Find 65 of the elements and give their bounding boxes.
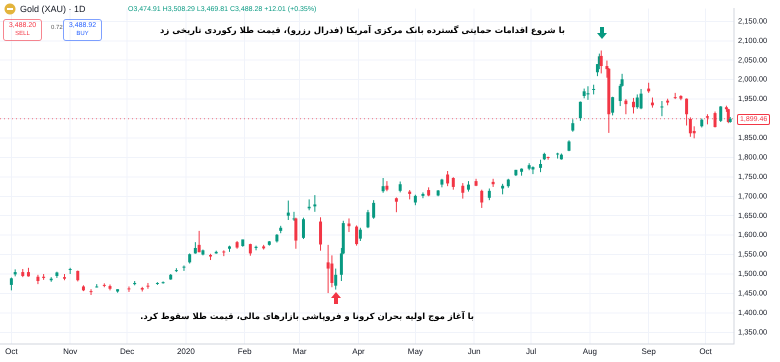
candlestick (286, 200, 290, 220)
candlestick (414, 194, 417, 206)
candlestick (461, 182, 464, 200)
candlestick (358, 227, 362, 242)
candlestick (198, 230, 201, 253)
annotation: با آغاز موج اولیه بحران کرونا و فروپاشی بازارهای مالی، قیمت طلا سقوط کرد. (140, 312, 474, 322)
x-tick-label: Dec (120, 347, 134, 356)
candlestick (319, 216, 322, 252)
candlestick (586, 86, 590, 100)
x-tick-label: Jun (468, 347, 481, 356)
annotation: با شروع اقدامات حمایتی گسترده بانک مرکزی آمریکا (فدرال رزرو)، قیمت طلا رکوردی تاریخی زد (160, 26, 565, 36)
candlestick (334, 268, 338, 290)
candlestick (600, 50, 603, 74)
candlestick (501, 183, 504, 195)
x-tick-label: May (408, 347, 423, 356)
x-tick-label: Nov (63, 347, 78, 356)
candlestick (382, 178, 385, 194)
candlestick (10, 277, 13, 291)
candlestick (372, 200, 376, 220)
candlestick (408, 190, 412, 200)
candlestick (294, 217, 298, 250)
candlestick (326, 244, 330, 294)
candlestick (36, 274, 40, 285)
candlestick (571, 118, 574, 132)
x-tick-label: Oct (699, 347, 713, 356)
candlestick (611, 96, 614, 116)
candlestick (640, 88, 643, 110)
x-tick-label: Oct (5, 347, 18, 356)
candlestick (539, 159, 542, 173)
candlestick (660, 100, 664, 117)
candlestick (347, 218, 350, 233)
candlestick (480, 189, 484, 208)
candlestick (308, 198, 311, 211)
candlestick (194, 242, 197, 254)
candlestick (394, 196, 398, 213)
candlestick (302, 217, 305, 240)
candlestick (636, 94, 639, 110)
x-tick-label: Feb (238, 347, 252, 356)
candlestick (313, 194, 316, 212)
chart-title: Gold (XAU) · 1D (20, 4, 86, 14)
x-tick-label: 2020 (176, 347, 196, 356)
candlestick (592, 84, 596, 95)
candlestick (624, 98, 628, 115)
candlestick (76, 270, 80, 282)
candlestick (330, 254, 334, 288)
x-tick-label: Aug (582, 347, 597, 356)
candlestick (647, 82, 650, 94)
candlestick (466, 180, 470, 192)
candlestick (188, 252, 192, 264)
x-tick-label: Apr (352, 347, 366, 356)
candlestick (452, 176, 455, 190)
candlestick (488, 188, 491, 201)
candlestick (632, 97, 635, 114)
candlestick (719, 106, 722, 123)
x-tick-label: Jul (526, 347, 536, 356)
candlestick (248, 243, 252, 256)
candlestick (355, 224, 358, 246)
candlestick (366, 209, 370, 229)
x-tick-label: Sep (642, 347, 656, 356)
candlestick (650, 97, 654, 108)
candlestick (578, 100, 582, 122)
candlestick (398, 181, 402, 193)
x-tick-label: Mar (292, 347, 307, 356)
candlestick (446, 170, 450, 187)
candlestick (582, 88, 586, 99)
